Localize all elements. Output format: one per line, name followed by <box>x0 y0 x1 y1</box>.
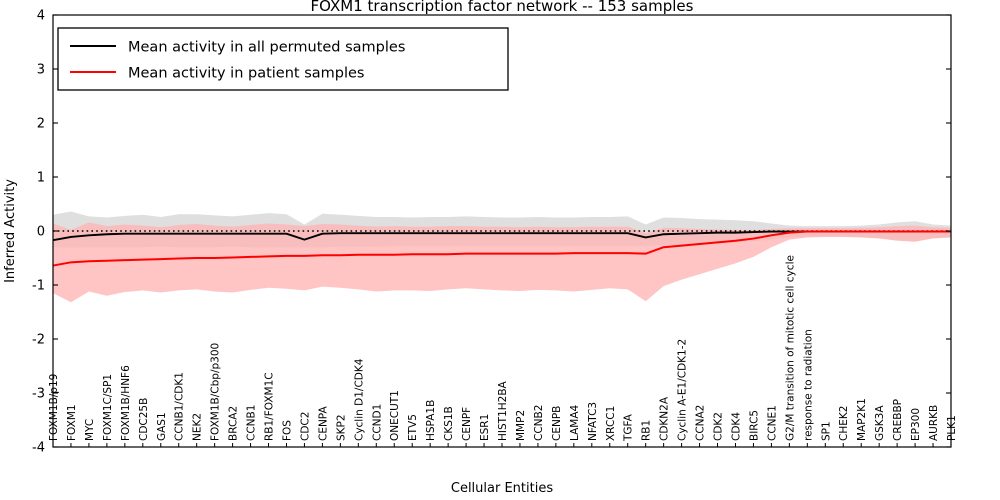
x-tick-label: GAS1 <box>156 412 168 441</box>
x-tick-label: CENPF <box>461 407 473 441</box>
x-tick-label: G2/M transition of mitotic cell cycle <box>784 255 796 441</box>
x-tick-label: CENPA <box>317 406 329 441</box>
x-tick-label: BIRC5 <box>748 410 760 441</box>
x-tick-label: CDC25B <box>138 398 150 441</box>
x-tick-label: ESR1 <box>479 414 491 441</box>
x-tick-label: XRCC1 <box>605 406 617 441</box>
x-tick-label: Cyclin A-E1/CDK1-2 <box>677 339 689 441</box>
y-tick-label: -4 <box>32 441 45 456</box>
x-tick-label: TGFA <box>623 413 635 442</box>
x-tick-label: SP1 <box>820 421 832 441</box>
x-tick-label: MMP2 <box>515 410 527 441</box>
y-tick-label: -2 <box>32 333 45 348</box>
x-tick-label: MAP2K1 <box>856 398 868 441</box>
x-tick-label: CCNB1 <box>246 405 258 441</box>
x-tick-label: CCNA2 <box>695 405 707 441</box>
x-tick-label: RB1/FOXM1C <box>264 372 276 441</box>
legend-label: Mean activity in all permuted samples <box>128 40 405 56</box>
x-tick-label: HIST1H2BA <box>497 380 509 441</box>
legend-box <box>57 27 509 91</box>
x-tick-label: EP300 <box>910 408 922 441</box>
x-tick-label: CCNB2 <box>533 405 545 441</box>
x-tick-label: MYC <box>84 419 96 441</box>
x-tick-label: PLK1 <box>946 415 958 441</box>
x-tick-label: CREBBP <box>892 399 904 441</box>
x-tick-label: FOXM1B/HNF6 <box>120 365 132 441</box>
x-tick-label: CDK4 <box>730 412 742 441</box>
x-tick-label: RB1 <box>641 420 653 441</box>
x-tick-label: CCNB1/CDK1 <box>174 372 186 441</box>
y-tick-label: 1 <box>37 171 45 186</box>
x-tick-label: CHEK2 <box>838 406 850 441</box>
x-tick-label: CCNE1 <box>766 405 778 441</box>
y-axis-label: Inferred Activity <box>3 179 18 283</box>
x-tick-label: response to radiation <box>802 329 814 441</box>
y-tick-label: 0 <box>37 225 45 240</box>
x-tick-label: HSPA1B <box>425 400 437 441</box>
chart-title: FOXM1 transcription factor network -- 15… <box>311 0 694 15</box>
x-tick-label: ONECUT1 <box>389 390 401 441</box>
x-tick-label: BRCA2 <box>228 406 240 441</box>
x-tick-label: NEK2 <box>192 413 204 441</box>
x-tick-label: FOS <box>281 420 293 441</box>
x-tick-label: Cyclin D1/CDK4 <box>353 358 365 441</box>
y-tick-label: 2 <box>37 117 45 132</box>
patient-mean-line <box>52 230 951 267</box>
legend-label: Mean activity in patient samples <box>128 66 364 82</box>
x-tick-label: CDKN2A <box>659 396 671 441</box>
x-axis-label: Cellular Entities <box>451 481 553 496</box>
x-tick-label: CENPB <box>551 406 563 441</box>
y-tick-label: 4 <box>37 9 45 24</box>
x-tick-label: CDC2 <box>299 412 311 441</box>
x-tick-label: FOXM1C/SP1 <box>102 374 114 441</box>
x-tick-label: LAMA4 <box>569 404 581 441</box>
x-tick-label: FOXM1B/Cbp/p300 <box>210 343 222 441</box>
x-tick-label: GSK3A <box>874 405 886 441</box>
x-tick-label: FOXM1 <box>66 404 78 441</box>
x-tick-label: ETV5 <box>407 414 419 441</box>
y-tick-label: 3 <box>37 63 45 78</box>
x-tick-label: NFATC3 <box>587 402 599 441</box>
x-tick-label: CDK2 <box>713 412 725 441</box>
y-tick-label: -3 <box>32 387 45 402</box>
x-tick-label: CKS1B <box>443 406 455 441</box>
x-tick-label: AURKB <box>928 405 940 441</box>
y-tick-label: -1 <box>32 279 45 294</box>
x-tick-label: SKP2 <box>335 414 347 441</box>
x-tick-label: FOXM1B/p19 <box>48 374 60 441</box>
x-tick-label: CCND1 <box>371 404 383 441</box>
